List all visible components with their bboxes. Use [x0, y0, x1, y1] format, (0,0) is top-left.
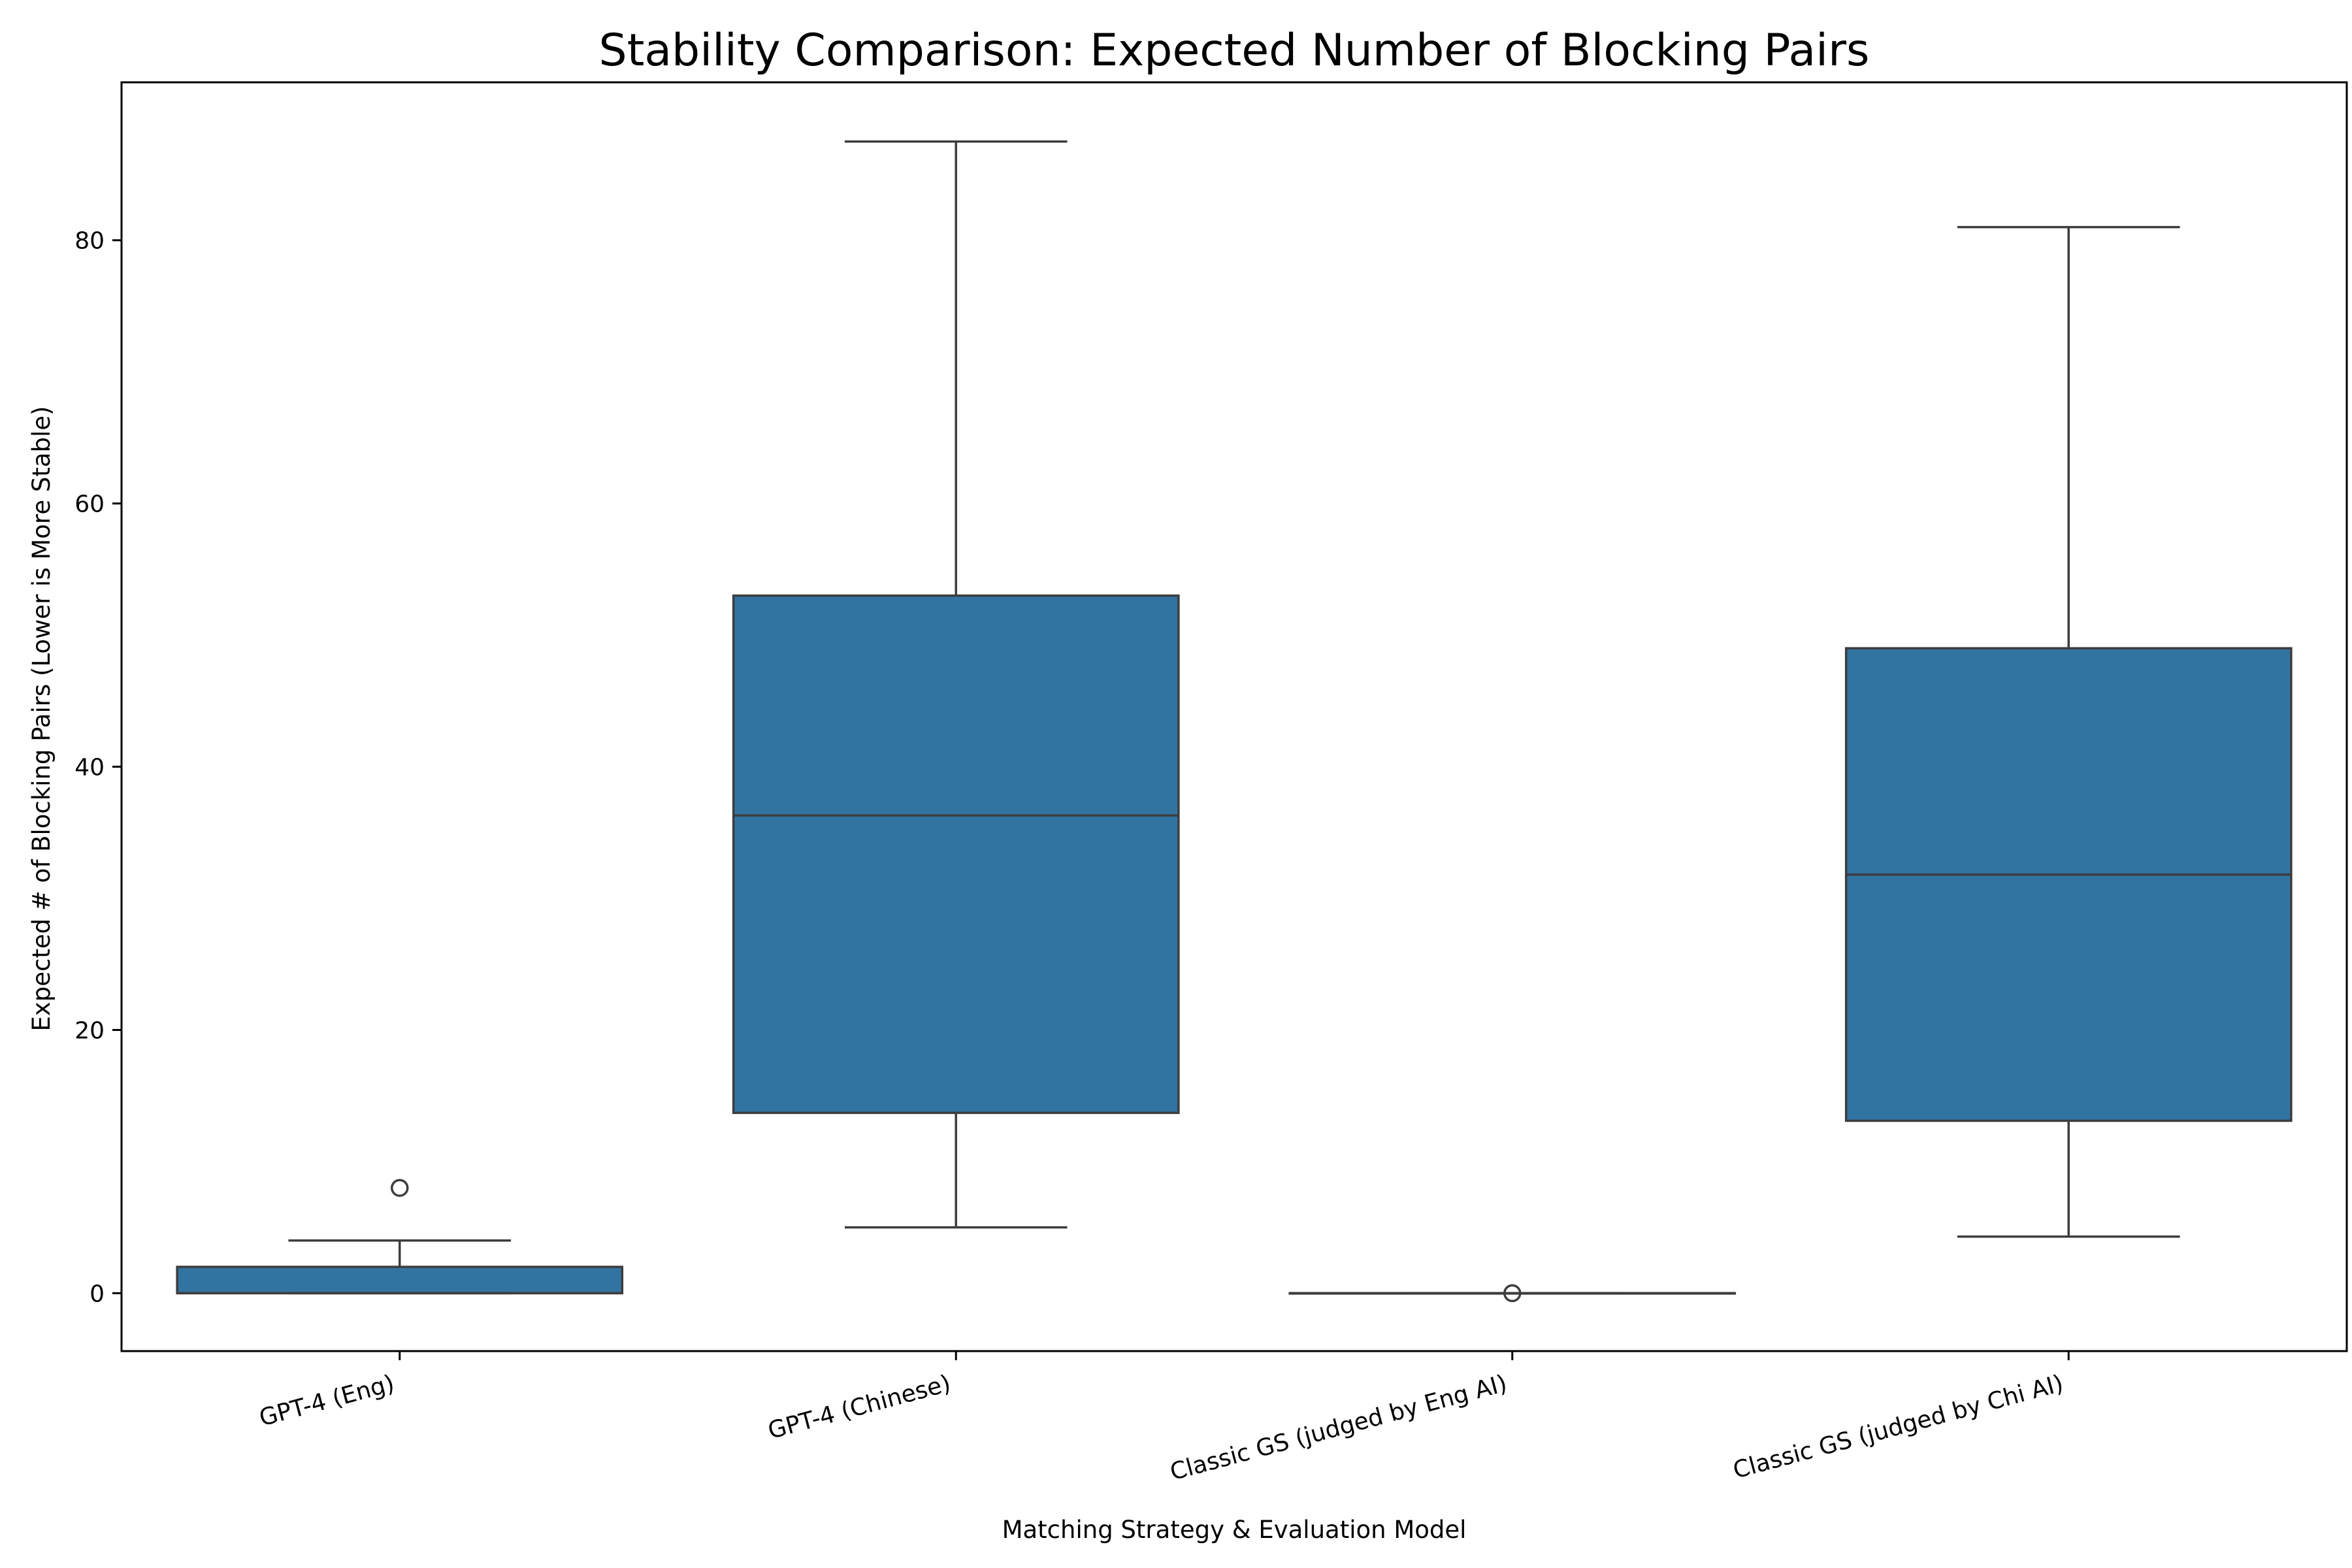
box-iqr [1844, 647, 2293, 1122]
y-tick-label: 20 [74, 1017, 105, 1044]
outlier-point [1503, 1284, 1522, 1303]
x-tick-label: Classic GS (judged by Eng AI) [1168, 1370, 1510, 1486]
y-tick-label: 0 [90, 1281, 105, 1307]
x-axis-label: Matching Strategy & Evaluation Model [1002, 1516, 1467, 1544]
outlier-point [391, 1179, 409, 1197]
plot-frame [120, 81, 2348, 1352]
y-tick-label: 40 [74, 755, 105, 781]
x-tick-label: GPT-4 (Eng) [257, 1370, 398, 1432]
box-iqr [176, 1266, 624, 1295]
plot-area: 0 20 40 60 80 GPT-4 (Eng) GPT-4 (Chinese) Class… [74, 81, 2348, 1486]
box-iqr [732, 594, 1180, 1115]
chart-title: Stability Comparison: Expected Number of… [599, 25, 1870, 76]
y-tick-label: 80 [74, 228, 105, 255]
y-tick-label: 60 [74, 491, 105, 518]
x-tick-label: GPT-4 (Chinese) [765, 1370, 953, 1445]
y-axis-label: Expected # of Blocking Pairs (Lower is M… [27, 406, 56, 1032]
x-tick-label: Classic GS (judged by Chi AI) [1730, 1370, 2066, 1484]
